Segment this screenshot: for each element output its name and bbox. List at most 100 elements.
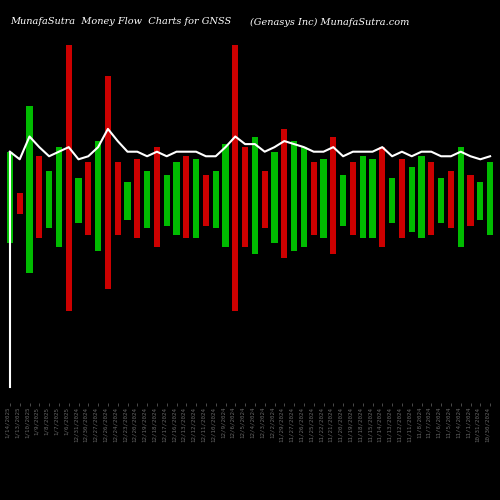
Bar: [76, 178, 82, 205]
Bar: [56, 205, 62, 248]
Bar: [174, 205, 180, 236]
Bar: [252, 205, 258, 254]
Bar: [36, 156, 43, 205]
Bar: [291, 205, 298, 250]
Bar: [272, 152, 278, 205]
Bar: [6, 205, 13, 243]
Bar: [468, 174, 473, 205]
Bar: [281, 129, 287, 205]
Bar: [222, 205, 228, 248]
Bar: [438, 205, 444, 223]
Bar: [458, 147, 464, 205]
Bar: [350, 205, 356, 236]
Bar: [183, 205, 190, 238]
Bar: [134, 160, 140, 205]
Bar: [232, 205, 238, 312]
Bar: [242, 205, 248, 248]
Bar: [398, 160, 405, 205]
Bar: [104, 76, 111, 205]
Bar: [320, 160, 326, 205]
Bar: [114, 205, 121, 236]
Bar: [46, 205, 52, 228]
Bar: [320, 205, 326, 238]
Bar: [183, 156, 190, 205]
Bar: [360, 205, 366, 238]
Bar: [487, 162, 494, 205]
Bar: [242, 147, 248, 205]
Bar: [370, 160, 376, 205]
Bar: [477, 182, 484, 205]
Text: MunafaSutra  Money Flow  Charts for GNSS: MunafaSutra Money Flow Charts for GNSS: [10, 18, 231, 26]
Bar: [95, 141, 102, 205]
Bar: [66, 205, 72, 312]
Bar: [144, 172, 150, 205]
Bar: [468, 205, 473, 226]
Bar: [202, 205, 209, 226]
Bar: [438, 178, 444, 205]
Bar: [398, 205, 405, 238]
Bar: [124, 205, 130, 220]
Bar: [76, 205, 82, 223]
Bar: [408, 167, 415, 205]
Bar: [330, 205, 336, 254]
Bar: [26, 106, 32, 205]
Bar: [16, 192, 23, 205]
Bar: [418, 156, 424, 205]
Bar: [202, 174, 209, 205]
Bar: [252, 136, 258, 205]
Bar: [85, 162, 91, 205]
Bar: [272, 205, 278, 243]
Bar: [144, 205, 150, 228]
Bar: [16, 205, 23, 214]
Bar: [154, 147, 160, 205]
Bar: [26, 205, 32, 274]
Bar: [340, 174, 346, 205]
Bar: [428, 162, 434, 205]
Bar: [340, 205, 346, 226]
Bar: [310, 205, 317, 236]
Bar: [281, 205, 287, 258]
Bar: [66, 46, 72, 205]
Bar: [428, 205, 434, 236]
Bar: [300, 147, 307, 205]
Bar: [124, 182, 130, 205]
Bar: [36, 205, 43, 238]
Bar: [212, 205, 219, 228]
Text: (Genasys Inc) MunafaSutra.com: (Genasys Inc) MunafaSutra.com: [250, 18, 410, 26]
Bar: [262, 205, 268, 228]
Bar: [350, 162, 356, 205]
Bar: [330, 136, 336, 205]
Bar: [408, 205, 415, 233]
Bar: [232, 46, 238, 205]
Bar: [174, 162, 180, 205]
Bar: [104, 205, 111, 288]
Bar: [222, 144, 228, 205]
Bar: [310, 162, 317, 205]
Bar: [193, 160, 200, 205]
Bar: [370, 205, 376, 238]
Bar: [134, 205, 140, 238]
Bar: [85, 205, 91, 236]
Bar: [262, 172, 268, 205]
Bar: [56, 147, 62, 205]
Bar: [477, 205, 484, 220]
Bar: [389, 205, 396, 223]
Bar: [6, 152, 13, 205]
Bar: [193, 205, 200, 238]
Bar: [360, 156, 366, 205]
Bar: [114, 162, 121, 205]
Bar: [95, 205, 102, 250]
Bar: [418, 205, 424, 238]
Bar: [300, 205, 307, 248]
Bar: [448, 205, 454, 228]
Bar: [458, 205, 464, 248]
Bar: [291, 141, 298, 205]
Bar: [164, 174, 170, 205]
Bar: [448, 172, 454, 205]
Bar: [379, 205, 386, 248]
Bar: [46, 172, 52, 205]
Bar: [164, 205, 170, 226]
Bar: [212, 172, 219, 205]
Bar: [154, 205, 160, 248]
Bar: [389, 178, 396, 205]
